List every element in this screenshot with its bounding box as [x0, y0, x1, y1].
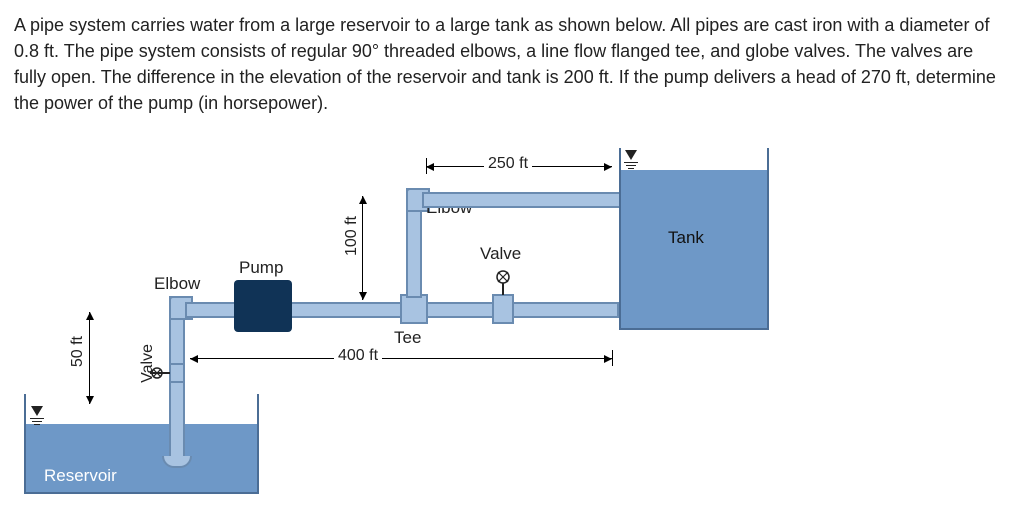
dim-400ft-line: [190, 358, 612, 359]
reservoir-water-level-icon: [30, 406, 44, 425]
tee-block: [400, 294, 428, 324]
dim-50ft-label: 50 ft: [66, 336, 89, 367]
pipe-system-diagram: Reservoir Valve Elbow Pump Tee Elbow: [14, 134, 834, 504]
pump-block: [234, 280, 292, 332]
pipe-run-upper: [422, 192, 624, 208]
pump-label: Pump: [239, 256, 283, 281]
valve-1-label: Valve: [136, 344, 159, 383]
tank-label: Tank: [668, 226, 704, 251]
valve-2-label: Valve: [480, 242, 521, 267]
dim-400ft-label: 400 ft: [334, 344, 382, 367]
dim-250ft-label: 250 ft: [484, 152, 532, 175]
tank-top-edge: [619, 148, 769, 170]
elbow-1-label: Elbow: [154, 272, 200, 297]
tee-label: Tee: [394, 326, 421, 351]
tank-water-level-icon: [624, 150, 638, 169]
dim-100ft-label: 100 ft: [340, 216, 363, 256]
reservoir-label: Reservoir: [44, 464, 117, 489]
valve-2-icon: [488, 269, 518, 302]
problem-statement: A pipe system carries water from a large…: [14, 12, 1010, 116]
